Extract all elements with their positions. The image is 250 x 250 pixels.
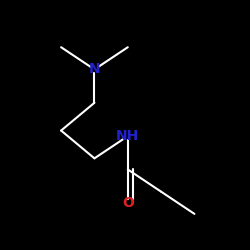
Text: N: N <box>89 62 100 76</box>
Text: NH: NH <box>116 129 140 143</box>
Text: O: O <box>122 196 134 210</box>
